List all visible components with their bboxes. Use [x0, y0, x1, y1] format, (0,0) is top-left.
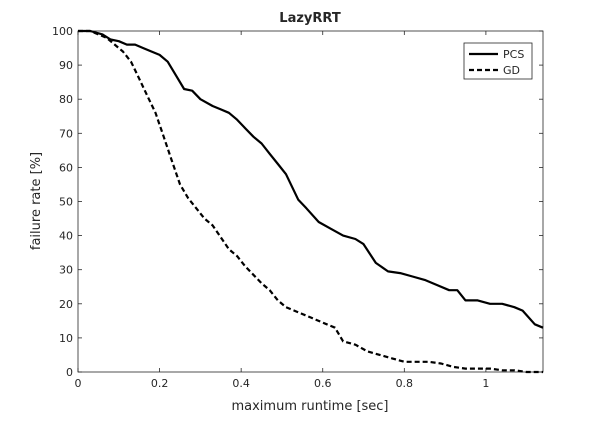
- y-tick-label: 100: [52, 25, 73, 38]
- series-line-pcs: [78, 29, 544, 329]
- x-tick-label: 0.6: [314, 377, 332, 390]
- legend: PCS GD: [463, 42, 533, 80]
- y-tick-label: 50: [59, 196, 73, 209]
- x-axis-label: maximum runtime [sec]: [231, 399, 388, 414]
- y-tick-label: 20: [59, 298, 73, 311]
- y-axis-ticks: 0 10 20 30 40 50 60 70 80 90 100: [52, 25, 543, 379]
- y-tick-label: 90: [59, 59, 73, 72]
- series-layer: [78, 29, 544, 374]
- x-tick-label: 0.2: [151, 377, 169, 390]
- chart-title: LazyRRT: [279, 11, 341, 26]
- y-tick-label: 0: [66, 366, 73, 379]
- x-tick-label: 0.4: [232, 377, 250, 390]
- x-tick-label: 0: [75, 377, 82, 390]
- y-tick-label: 70: [59, 127, 73, 140]
- x-tick-label: 0.8: [396, 377, 414, 390]
- y-tick-label: 60: [59, 161, 73, 174]
- y-tick-label: 40: [59, 230, 73, 243]
- series-line-gd: [78, 29, 543, 374]
- x-tick-label: 1: [482, 377, 489, 390]
- legend-label-pcs: PCS: [503, 48, 524, 61]
- legend-label-gd: GD: [503, 64, 520, 77]
- plot-area: [77, 30, 544, 373]
- x-axis-ticks: 0 0.2 0.4 0.6 0.8 1: [75, 31, 489, 390]
- y-tick-label: 10: [59, 332, 73, 345]
- y-axis-label: failure rate [%]: [29, 152, 44, 250]
- legend-box: [463, 42, 533, 80]
- y-tick-label: 30: [59, 264, 73, 277]
- y-tick-label: 80: [59, 93, 73, 106]
